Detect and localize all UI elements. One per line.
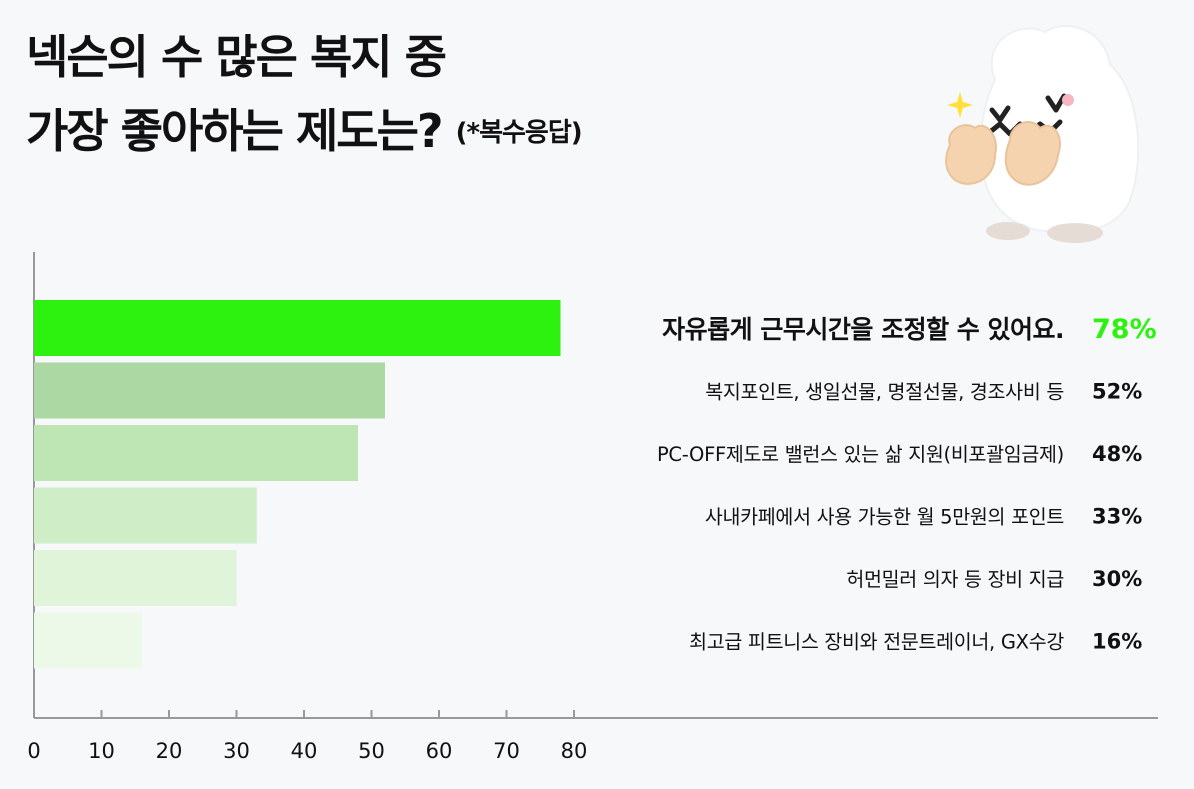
x-tick-label: 30	[223, 739, 250, 763]
value-label: 16%	[1092, 630, 1142, 654]
mascot-illustration	[945, 24, 1140, 243]
sparkle-icon	[947, 92, 973, 118]
value-label: 52%	[1092, 380, 1142, 404]
mascot-hands	[945, 121, 1061, 186]
bar	[34, 487, 257, 544]
bar	[34, 550, 237, 606]
category-label: 허먼밀러 의자 등 장비 지급	[846, 568, 1064, 591]
title-line-2: 가장 좋아하는 제도는? (*복수응답)	[26, 94, 583, 170]
category-label: 자유롭게 근무시간을 조정할 수 있어요.	[662, 315, 1064, 344]
x-tick-label: 10	[88, 739, 115, 763]
x-tick-label: 0	[27, 739, 40, 763]
category-label: 복지포인트, 생일선물, 명절선물, 경조사비 등	[705, 381, 1064, 404]
title-line-2-text: 가장 좋아하는 제도는?	[26, 104, 444, 158]
bar	[34, 300, 561, 356]
x-tick-label: 40	[291, 739, 318, 763]
x-tick-label: 20	[156, 739, 183, 763]
value-label: 33%	[1092, 505, 1142, 529]
multiple-answer-note: (*복수응답)	[455, 118, 583, 148]
x-tick-label: 80	[561, 739, 588, 763]
value-label: 78%	[1092, 314, 1157, 345]
category-label: 최고급 피트니스 장비와 전문트레이너, GX수강	[689, 631, 1064, 654]
title-line-1: 넥슨의 수 많은 복지 중	[26, 30, 447, 84]
x-tick-label: 50	[358, 739, 385, 763]
category-label: 사내카페에서 사용 가능한 월 5만원의 포인트	[705, 506, 1064, 529]
bar	[34, 612, 142, 669]
bar	[34, 425, 358, 481]
category-label: PC-OFF제도로 밸런스 있는 삶 지원(비포괄임금제)	[657, 443, 1064, 466]
bar	[34, 362, 385, 419]
value-label: 30%	[1092, 567, 1142, 591]
chart-title: 넥슨의 수 많은 복지 중 가장 좋아하는 제도는? (*복수응답)	[26, 20, 583, 170]
value-label: 48%	[1092, 442, 1142, 466]
x-tick-label: 70	[493, 739, 520, 763]
x-tick-label: 60	[426, 739, 453, 763]
